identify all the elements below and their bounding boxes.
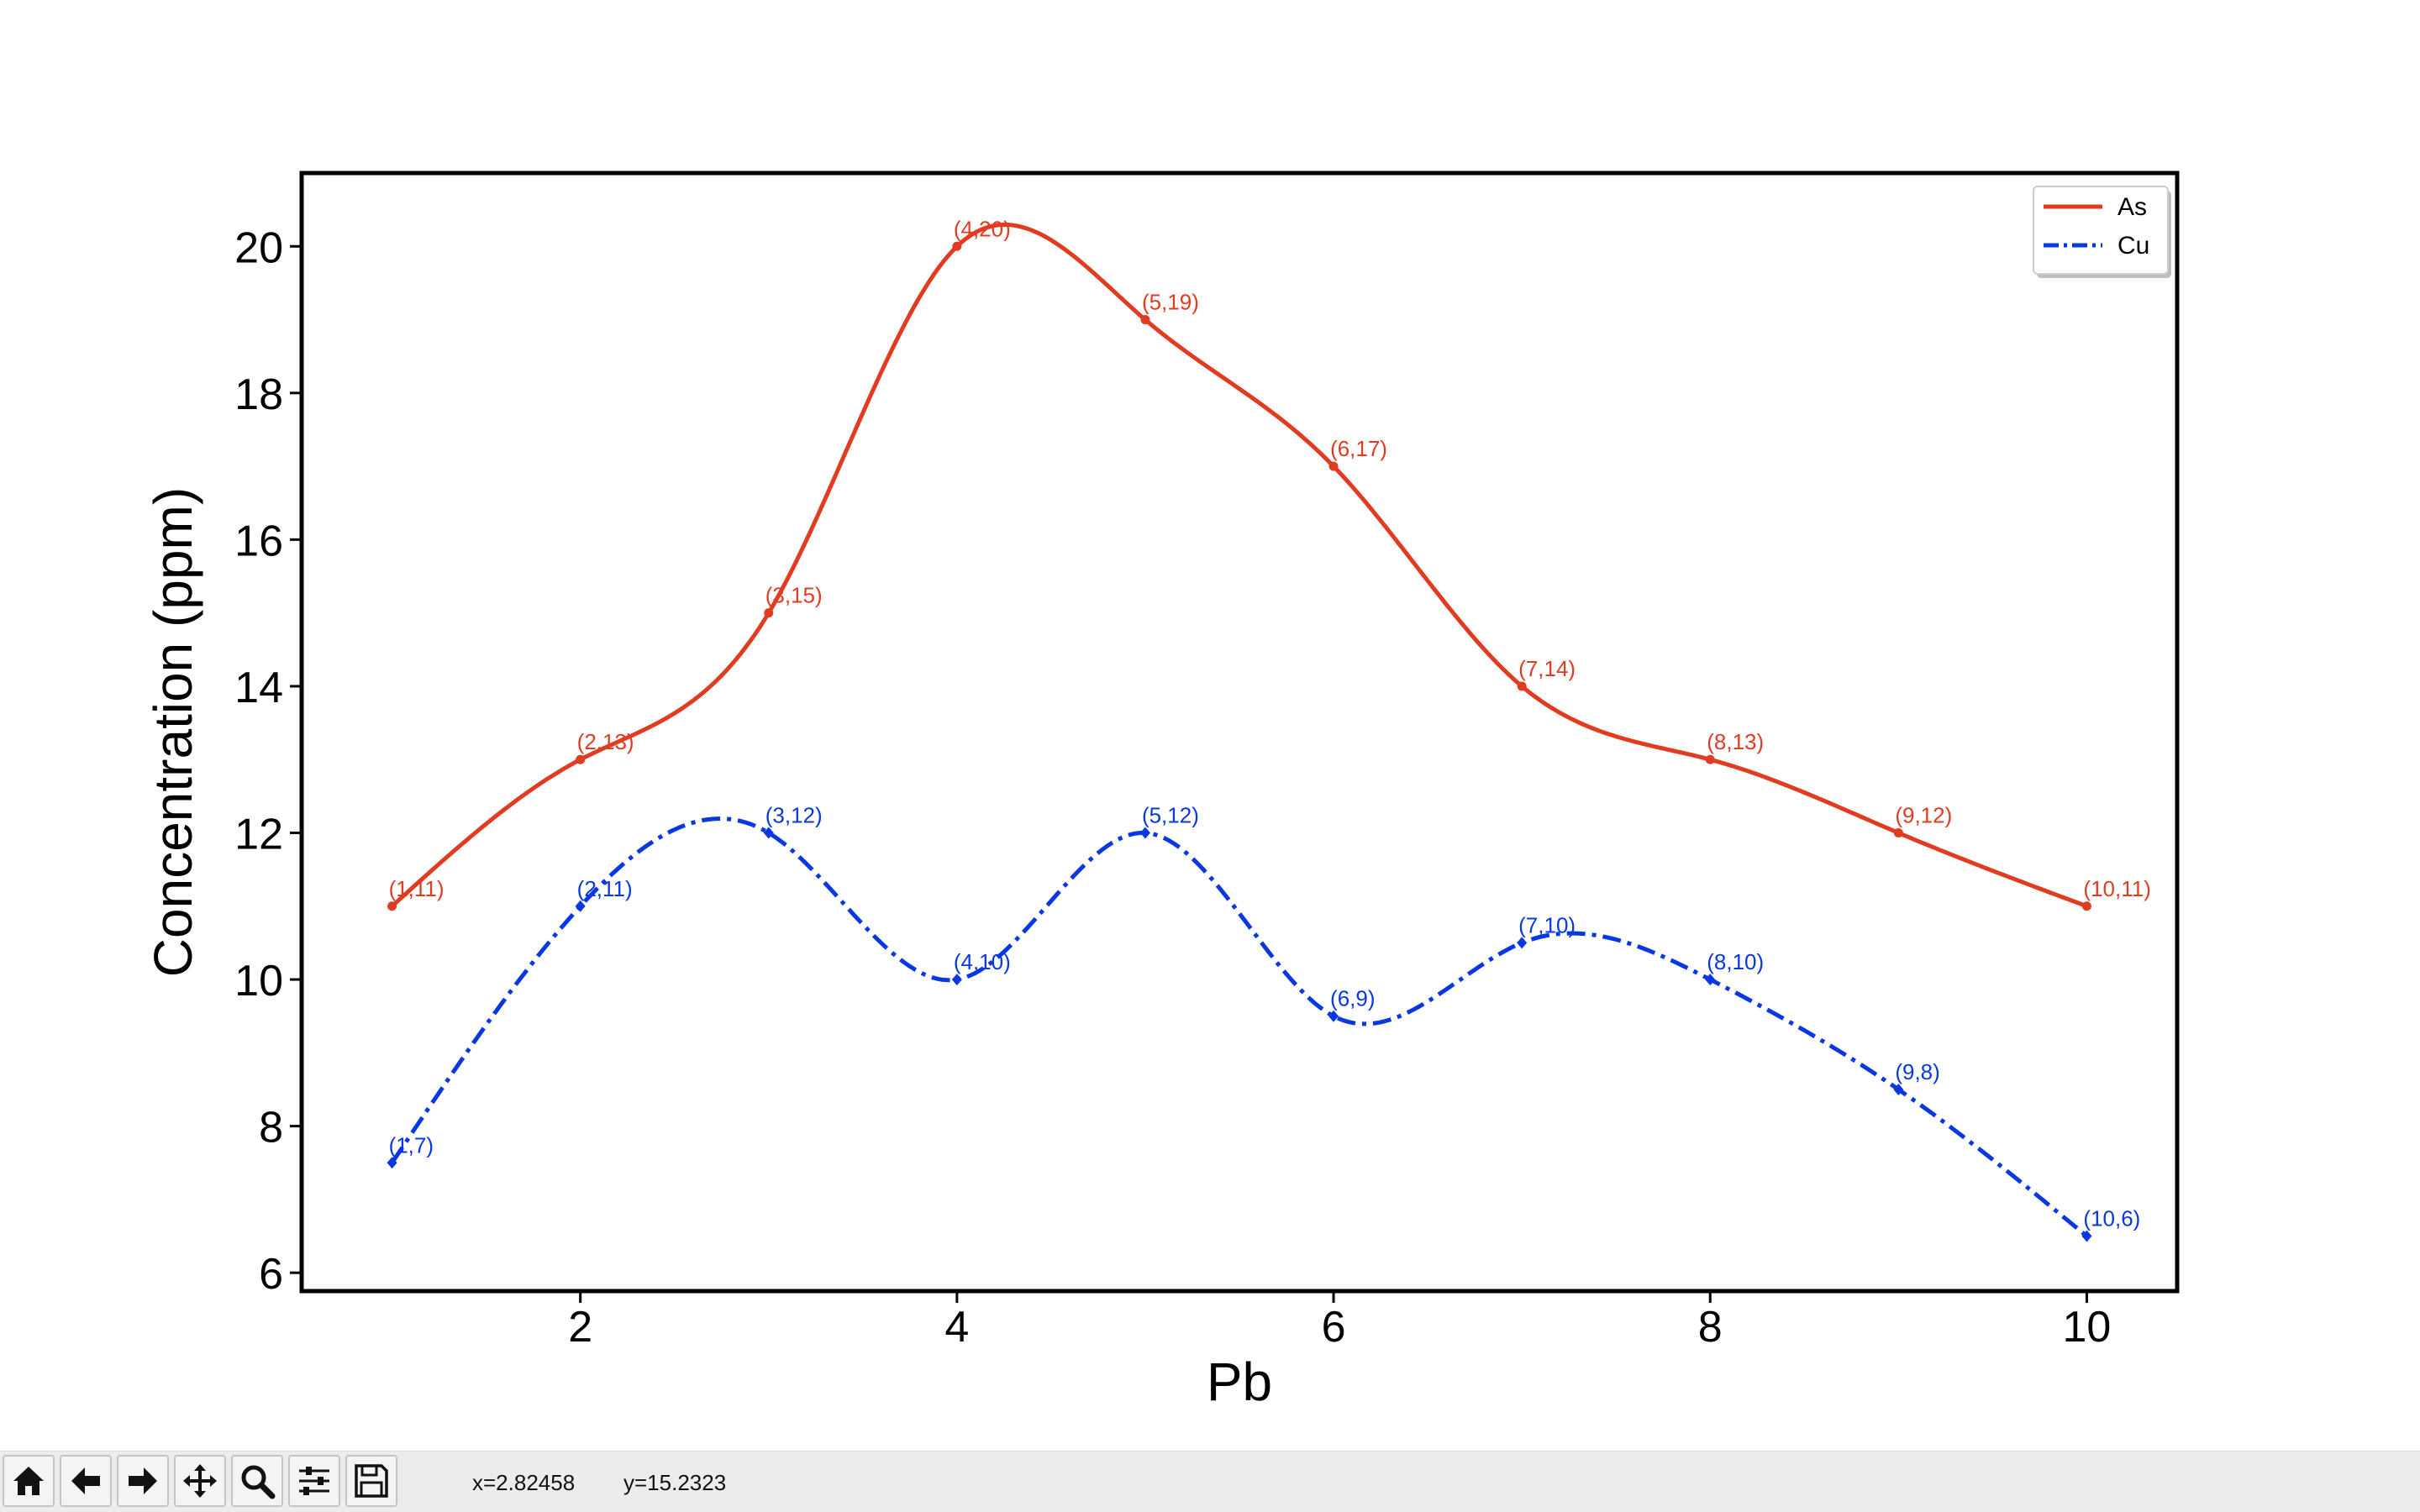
data-label-as: (8,13)	[1707, 729, 1764, 754]
data-label-as: (7,14)	[1518, 656, 1576, 681]
data-point-as	[2081, 901, 2091, 911]
data-point-as	[1705, 754, 1715, 764]
data-label-cu: (10,6)	[2083, 1206, 2140, 1231]
y-tick-label: 6	[259, 1250, 283, 1299]
data-point-as	[764, 608, 774, 618]
data-label-cu: (6,9)	[1330, 986, 1375, 1011]
data-label-cu: (4,10)	[954, 949, 1011, 974]
configure-subplots-button[interactable]	[288, 1455, 340, 1507]
data-label-as: (1,11)	[389, 876, 445, 901]
line-chart: (1,11) (2,13) (3,15) (4,20) (5,19) (6,17) (7,1…	[143, 171, 2180, 1412]
arrow-left-icon	[67, 1462, 104, 1499]
point-labels: (1,11) (2,13) (3,15) (4,20) (5,19) (6,17) (7,1…	[389, 216, 2151, 1231]
data-label-cu: (5,12)	[1142, 803, 1199, 828]
cursor-y-readout: y=15.2323	[623, 1470, 727, 1495]
data-point-cu	[1705, 974, 1716, 986]
legend-box	[2033, 186, 2169, 275]
home-icon	[10, 1462, 47, 1499]
y-tick-label: 16	[234, 517, 283, 565]
navigation-toolbar: x=2.82458 y=15.2323	[0, 1451, 2420, 1512]
legend-label-as: As	[2118, 193, 2147, 221]
x-tick-label: 8	[1698, 1303, 1723, 1352]
data-point-as	[387, 901, 397, 911]
data-point-cu	[575, 900, 586, 912]
data-label-cu: (9,8)	[1895, 1059, 1939, 1084]
data-point-cu	[1328, 1010, 1339, 1022]
save-button[interactable]	[345, 1455, 397, 1507]
back-button[interactable]	[60, 1455, 112, 1507]
forward-button[interactable]	[117, 1455, 169, 1507]
pan-button[interactable]	[174, 1455, 226, 1507]
data-point-cu	[1139, 827, 1150, 839]
magnifier-icon	[239, 1462, 276, 1499]
data-label-cu: (3,12)	[765, 803, 823, 828]
series-lines	[390, 223, 2088, 1238]
data-label-as: (6,17)	[1330, 436, 1387, 461]
data-point-cu	[951, 974, 962, 986]
plot-frame	[299, 171, 2180, 1294]
series-line-as	[390, 223, 2088, 909]
data-label-cu: (8,10)	[1707, 949, 1764, 974]
data-point-cu	[387, 1157, 397, 1169]
data-label-as: (3,15)	[765, 583, 823, 608]
data-point-as	[1140, 315, 1150, 325]
y-tick-label: 20	[234, 223, 283, 272]
data-point-as	[952, 241, 962, 251]
series-line-cu	[390, 816, 2088, 1238]
floppy-disk-icon	[353, 1462, 390, 1499]
data-point-cu	[1893, 1083, 1904, 1095]
sliders-icon	[296, 1462, 333, 1499]
data-point-cu	[1517, 937, 1528, 949]
series-markers	[387, 241, 2092, 1242]
x-axis-label: Pb	[1207, 1352, 1272, 1412]
figure-canvas[interactable]: (1,11) (2,13) (3,15) (4,20) (5,19) (6,17) (7,1…	[0, 0, 2420, 1451]
data-label-as: (9,12)	[1895, 803, 1952, 828]
data-point-as	[1893, 828, 1903, 838]
data-label-cu: (1,7)	[389, 1132, 434, 1158]
data-point-as	[1328, 461, 1339, 471]
data-label-as: (5,19)	[1142, 290, 1199, 315]
home-button[interactable]	[3, 1455, 55, 1507]
arrow-right-icon	[124, 1462, 161, 1499]
data-point-as	[576, 754, 586, 764]
data-label-as: (10,11)	[2083, 876, 2150, 901]
y-axis-label: Concentration (ppm)	[143, 487, 203, 977]
data-label-cu: (2,11)	[577, 876, 633, 901]
zoom-button[interactable]	[231, 1455, 283, 1507]
y-tick-label: 14	[234, 664, 283, 712]
data-point-as	[1517, 681, 1527, 691]
data-point-cu	[2081, 1230, 2092, 1242]
x-tick-label: 4	[944, 1303, 969, 1352]
data-label-as: (4,20)	[954, 216, 1011, 241]
x-tick-label: 10	[2063, 1303, 2112, 1352]
cursor-x-readout: x=2.82458	[472, 1470, 576, 1495]
y-tick-label: 18	[234, 370, 283, 419]
data-label-cu: (7,10)	[1518, 912, 1576, 937]
axes: 2 4 6 8 10 6 8 10 12 14 16 18 20 Pb Concentration (ppm…	[143, 223, 2111, 1412]
move-icon	[182, 1462, 218, 1499]
x-tick-label: 6	[1322, 1303, 1346, 1352]
y-tick-label: 10	[234, 957, 283, 1005]
data-label-as: (2,13)	[577, 729, 634, 754]
data-point-cu	[763, 827, 774, 839]
x-tick-label: 2	[568, 1303, 592, 1352]
legend-label-cu: Cu	[2118, 232, 2149, 260]
legend: As Cu	[2033, 186, 2171, 278]
y-tick-label: 12	[234, 811, 283, 859]
y-tick-label: 8	[259, 1104, 283, 1152]
